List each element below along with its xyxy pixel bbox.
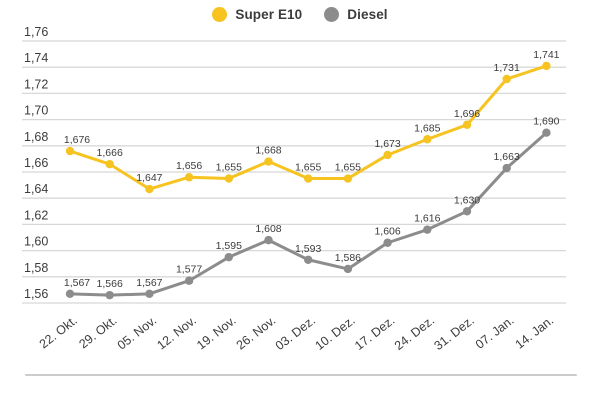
data-point-label: 1,696 <box>454 108 480 120</box>
data-point-label: 1,666 <box>97 147 123 159</box>
y-axis-tick-label: 1,74 <box>24 51 48 65</box>
y-axis-tick-label: 1,66 <box>24 156 48 170</box>
data-point-diesel[interactable] <box>145 289 154 299</box>
data-point-label: 1,655 <box>216 162 242 174</box>
x-axis-tick-label: 26. Nov. <box>234 313 279 352</box>
data-point-super-e10[interactable] <box>343 174 353 183</box>
data-point-diesel[interactable] <box>542 128 551 137</box>
data-point-super-e10[interactable] <box>383 150 392 160</box>
data-point-super-e10[interactable] <box>423 135 432 144</box>
data-point-label: 1,676 <box>64 134 90 146</box>
legend-label-diesel: Diesel <box>347 7 388 22</box>
x-axis-tick-label: 10. Dez. <box>312 313 357 353</box>
data-point-super-e10[interactable] <box>105 159 114 169</box>
data-point-diesel[interactable] <box>264 235 273 245</box>
data-point-diesel[interactable] <box>462 207 472 216</box>
data-point-diesel[interactable] <box>502 163 511 173</box>
chart-legend: Super E10 Diesel <box>0 7 600 22</box>
data-point-label: 1,673 <box>374 138 400 150</box>
y-axis-tick-label: 1,56 <box>24 287 48 301</box>
x-axis-tick-label: 29. Okt. <box>76 313 119 351</box>
data-point-diesel[interactable] <box>184 276 194 285</box>
data-point-super-e10[interactable] <box>264 157 273 166</box>
data-point-label: 1,567 <box>64 277 90 289</box>
data-point-label: 1,668 <box>255 145 281 157</box>
y-axis-tick-label: 1,72 <box>24 77 48 91</box>
y-axis-tick-label: 1,62 <box>24 208 48 222</box>
y-axis-tick-label: 1,76 <box>24 25 48 39</box>
x-axis-tick-label: 31. Dez. <box>432 313 477 353</box>
data-point-diesel[interactable] <box>423 225 432 234</box>
data-point-label: 1,655 <box>335 162 361 174</box>
legend-label-super-e10: Super E10 <box>235 7 303 22</box>
data-point-super-e10[interactable] <box>224 174 233 183</box>
data-point-diesel[interactable] <box>304 255 313 264</box>
legend-item-super-e10[interactable]: Super E10 <box>212 7 302 22</box>
bottom-divider <box>25 374 577 376</box>
y-axis-tick-label: 1,70 <box>24 104 48 118</box>
x-axis-tick-label: 17. Dez. <box>352 313 397 353</box>
data-point-label: 1,630 <box>454 194 480 206</box>
data-point-label: 1,690 <box>533 116 559 128</box>
data-point-super-e10[interactable] <box>65 146 75 156</box>
data-point-super-e10[interactable] <box>462 120 472 130</box>
legend-item-diesel[interactable]: Diesel <box>324 7 388 22</box>
data-point-label: 1,606 <box>374 226 400 238</box>
data-point-label: 1,685 <box>414 122 440 134</box>
x-axis-tick-label: 19. Nov. <box>194 313 239 352</box>
data-point-label: 1,586 <box>335 252 361 264</box>
data-point-diesel[interactable] <box>224 252 233 262</box>
data-point-diesel[interactable] <box>383 238 392 247</box>
data-point-label: 1,663 <box>494 151 520 163</box>
data-point-label: 1,608 <box>255 223 281 235</box>
data-point-label: 1,567 <box>136 277 162 289</box>
super-e10-dot-icon <box>212 7 228 22</box>
data-point-super-e10[interactable] <box>145 184 154 194</box>
x-axis-tick-label: 03. Dez. <box>273 313 318 353</box>
data-point-label: 1,616 <box>414 213 440 225</box>
x-axis-tick-label: 22. Okt. <box>37 313 80 351</box>
data-point-label: 1,593 <box>295 243 321 255</box>
data-point-diesel[interactable] <box>343 264 353 274</box>
series-line-diesel <box>68 131 548 297</box>
diesel-dot-icon <box>324 7 340 22</box>
data-point-diesel[interactable] <box>105 290 114 300</box>
data-point-super-e10[interactable] <box>542 61 551 71</box>
data-point-label: 1,566 <box>97 278 123 290</box>
x-axis-tick-label: 24. Dez. <box>392 313 437 353</box>
data-point-label: 1,656 <box>176 160 202 172</box>
y-axis-tick-label: 1,60 <box>24 235 48 249</box>
x-axis-tick-label: 07. Jan. <box>473 313 517 351</box>
data-point-label: 1,655 <box>295 162 321 174</box>
data-point-label: 1,647 <box>136 172 162 184</box>
y-axis-tick-label: 1,64 <box>24 182 48 196</box>
data-point-diesel[interactable] <box>65 289 75 299</box>
x-axis-tick-label: 05. Nov. <box>115 313 160 352</box>
x-axis-tick-label: 12. Nov. <box>154 313 199 352</box>
data-point-label: 1,731 <box>494 62 520 74</box>
y-axis-tick-label: 1,68 <box>24 130 48 144</box>
x-axis-tick-label: 14. Jan. <box>513 313 557 351</box>
data-point-super-e10[interactable] <box>502 74 511 84</box>
data-point-label: 1,577 <box>176 264 202 276</box>
data-point-label: 1,741 <box>533 49 559 61</box>
data-point-super-e10[interactable] <box>304 174 313 183</box>
data-point-super-e10[interactable] <box>184 173 194 182</box>
data-point-label: 1,595 <box>216 240 242 252</box>
y-axis-tick-label: 1,58 <box>24 261 48 275</box>
